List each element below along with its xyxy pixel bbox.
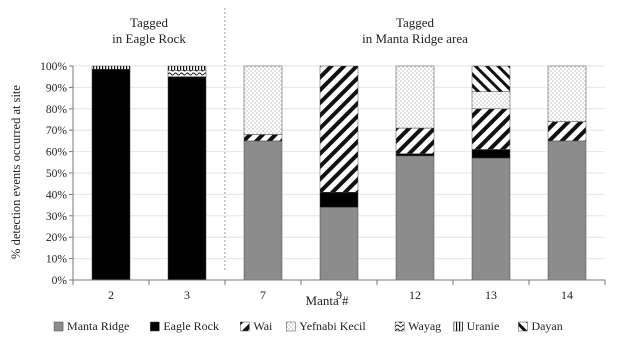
bar-segment [471,91,511,110]
legend-item: Dayan [518,319,563,333]
y-tick-label: 30% [46,211,68,223]
bar-segment [319,65,359,193]
y-tick-label: 40% [46,189,68,201]
group-label-line1: Tagged [396,15,435,30]
bar-segment [395,65,435,129]
legend-label: Yefnabi Kecil [299,319,366,333]
bar-segment [547,121,587,142]
y-tick-label: 80% [46,104,68,116]
bar-segment [471,149,511,159]
y-tick-label: 90% [46,82,68,94]
bar-segment [243,134,283,142]
bar-segment [471,108,511,150]
bar-segment [547,140,587,281]
legend-swatch [286,321,296,332]
y-tick-label: 70% [46,125,68,137]
bar-segment [395,153,435,157]
legend-swatch [53,321,64,332]
legend-item: Uranie [453,319,500,333]
bar-segment [395,155,435,281]
legend-item: Wayag [394,319,441,333]
bar-segment [167,76,207,281]
x-tick-label: 2 [108,288,114,302]
legend-label: Dayan [531,319,562,333]
group-label-line2: in Manta Ridge area [362,31,468,46]
x-tick-label: 3 [184,288,190,302]
bar-segment [471,157,511,281]
x-tick-labels: 2 3 7 9 12 13 14 [108,288,573,302]
y-tick-label: 10% [46,254,68,266]
group-label-line1: Tagged [130,15,169,30]
x-tick-label: 9 [336,288,342,302]
legend-swatch [453,321,463,332]
bar-segment [167,65,207,71]
bar-segment [167,70,207,77]
bar-segment [319,192,359,208]
group-label-line2: in Eagle Rock [112,31,186,46]
legend-item: Yefnabi Kecil [286,319,366,333]
y-tick-label: 20% [46,232,68,244]
y-tick-label: 0% [52,275,68,287]
y-tick-label: 100% [40,61,67,73]
bars [91,65,587,281]
legend-swatch [518,321,528,332]
legend-label: Wai [253,319,273,333]
legend-swatch [240,321,250,332]
x-tick-label: 12 [409,288,421,302]
legend-label: Manta Ridge [67,319,129,333]
legend-item: Eagle Rock [150,319,219,333]
legend-item: Manta Ridge [53,319,129,333]
bar-segment [547,65,587,122]
bar-segment [319,206,359,281]
bar-segment [395,127,435,154]
y-tick-label: 50% [46,168,68,180]
x-tick-label: 7 [260,288,266,302]
x-axis-label: Manta # [306,293,349,308]
legend: Manta Ridge Eagle Rock Wai Yefnabi Kecil Way… [53,319,563,333]
bar-segment [91,65,131,70]
x-tick-label: 13 [485,288,497,302]
y-tick-label: 60% [46,147,68,159]
axes [69,65,606,285]
legend-label: Wayag [408,319,441,333]
bar-segment [243,65,283,135]
bar-segment [91,68,131,281]
y-tick-labels: 0% 10% 20% 30% 40% 50% 60% 70% 80% 90% 100% [40,61,67,287]
y-axis-label: % detection events occurred at site [9,85,23,259]
legend-swatch [150,321,160,332]
bar-segment [471,65,511,92]
x-tick-label: 14 [561,288,573,302]
legend-item: Wai [240,319,273,333]
bar-segment [243,140,283,281]
legend-swatch [394,321,405,332]
legend-label: Eagle Rock [163,319,219,333]
legend-label: Uranie [467,319,500,333]
